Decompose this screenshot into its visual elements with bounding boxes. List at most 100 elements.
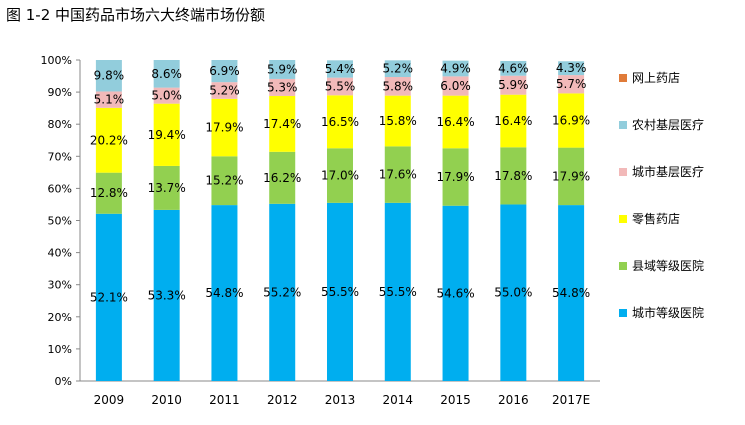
legend-swatch	[619, 262, 627, 270]
legend-swatch	[619, 121, 627, 129]
data-label: 55.5%	[321, 285, 359, 299]
legend-swatch	[619, 168, 627, 176]
data-label: 54.8%	[552, 286, 590, 300]
legend-entry: 零售药店	[632, 211, 680, 226]
data-label: 55.5%	[379, 285, 417, 299]
x-tick-label: 2010	[151, 393, 182, 407]
bar-segment	[384, 95, 411, 147]
data-label: 5.2%	[209, 83, 240, 97]
legend-swatch	[619, 74, 627, 82]
bar-segment	[558, 75, 585, 94]
x-tick-label: 2011	[209, 393, 240, 407]
data-label: 9.8%	[94, 69, 125, 83]
bar-segment	[558, 61, 585, 76]
data-label: 4.3%	[556, 61, 587, 75]
y-tick-label: 90%	[48, 86, 72, 99]
bar-segment	[500, 60, 527, 76]
data-label: 5.5%	[325, 79, 356, 93]
bar-segment	[211, 98, 238, 157]
legend-swatch	[619, 309, 627, 317]
data-label: 17.9%	[552, 169, 590, 183]
bar-segment	[269, 78, 296, 96]
bar-segment	[269, 95, 296, 152]
bar-segment	[327, 77, 353, 96]
data-label: 16.2%	[263, 171, 301, 185]
bar-segment	[327, 95, 353, 149]
bar-segment	[384, 202, 411, 381]
data-label: 12.8%	[90, 186, 128, 200]
legend-entry: 网上药店	[632, 71, 680, 85]
bar-segment	[153, 209, 180, 381]
bar-segment	[95, 60, 122, 92]
bar-segment	[269, 203, 296, 381]
x-tick-label: 2013	[325, 393, 356, 407]
bar-segment	[500, 75, 527, 95]
x-tick-label: 2015	[440, 393, 471, 407]
figure-title: 图 1-2 中国药品市场六大终端市场份额	[6, 6, 266, 24]
bar-segment	[558, 147, 585, 206]
data-label: 17.8%	[494, 169, 532, 183]
data-label: 16.4%	[494, 114, 532, 128]
data-label: 53.3%	[148, 288, 186, 302]
y-tick-label: 70%	[48, 150, 72, 163]
data-label: 4.9%	[440, 62, 471, 76]
data-label: 15.2%	[205, 174, 243, 188]
bar-segment	[442, 60, 469, 77]
data-label: 6.0%	[440, 79, 471, 93]
y-tick-label: 80%	[48, 118, 72, 131]
data-label: 5.9%	[498, 78, 529, 92]
bar-segment	[327, 60, 353, 78]
data-label: 5.2%	[383, 62, 414, 76]
bar-segment	[558, 93, 585, 148]
data-label: 4.6%	[498, 61, 529, 75]
bar-segment	[95, 107, 122, 173]
bar-segment	[327, 148, 353, 203]
x-tick-label: 2012	[267, 393, 298, 407]
bar-segment	[269, 151, 296, 204]
bar-segment	[442, 95, 469, 149]
bar-segment	[95, 213, 122, 381]
data-label: 15.8%	[379, 114, 417, 128]
data-label: 17.6%	[379, 168, 417, 182]
bar-segment	[211, 156, 238, 206]
data-label: 20.2%	[90, 133, 128, 147]
bar-segment	[500, 94, 527, 148]
data-label: 5.4%	[325, 62, 356, 76]
bar-segment	[211, 205, 238, 381]
data-label: 5.7%	[556, 77, 587, 91]
x-tick-label: 2016	[498, 393, 529, 407]
data-label: 19.4%	[148, 128, 186, 142]
bar-segment	[327, 202, 353, 381]
bar-segment	[384, 60, 411, 78]
data-label: 52.1%	[90, 290, 128, 304]
y-tick-label: 0%	[55, 375, 72, 388]
y-tick-label: 60%	[48, 182, 72, 195]
bar-segment	[153, 60, 180, 88]
bar-segment	[500, 147, 527, 205]
data-label: 6.9%	[209, 64, 240, 78]
bar-segment	[211, 82, 238, 99]
bar-segment	[442, 148, 469, 206]
data-label: 16.4%	[436, 115, 474, 129]
data-label: 55.2%	[263, 285, 301, 299]
data-label: 17.9%	[205, 121, 243, 135]
bar-segment	[442, 205, 469, 381]
y-tick-label: 100%	[41, 54, 72, 67]
legend-entry: 城市等级医院	[632, 305, 704, 320]
data-label: 54.8%	[205, 286, 243, 300]
bar-segment	[153, 165, 180, 210]
data-label: 17.9%	[436, 170, 474, 184]
y-tick-label: 20%	[48, 311, 72, 324]
data-label: 5.8%	[383, 79, 414, 93]
legend-entry: 城市基层医疗	[632, 164, 704, 179]
bar-segment	[95, 91, 122, 108]
y-tick-label: 10%	[48, 343, 72, 356]
bar-segment	[211, 60, 238, 83]
bar-segment	[500, 204, 527, 381]
data-label: 16.5%	[321, 115, 359, 129]
data-label: 17.4%	[263, 117, 301, 131]
bar-segment	[153, 103, 180, 166]
bar-segment	[384, 77, 411, 96]
y-tick-label: 40%	[48, 247, 72, 260]
